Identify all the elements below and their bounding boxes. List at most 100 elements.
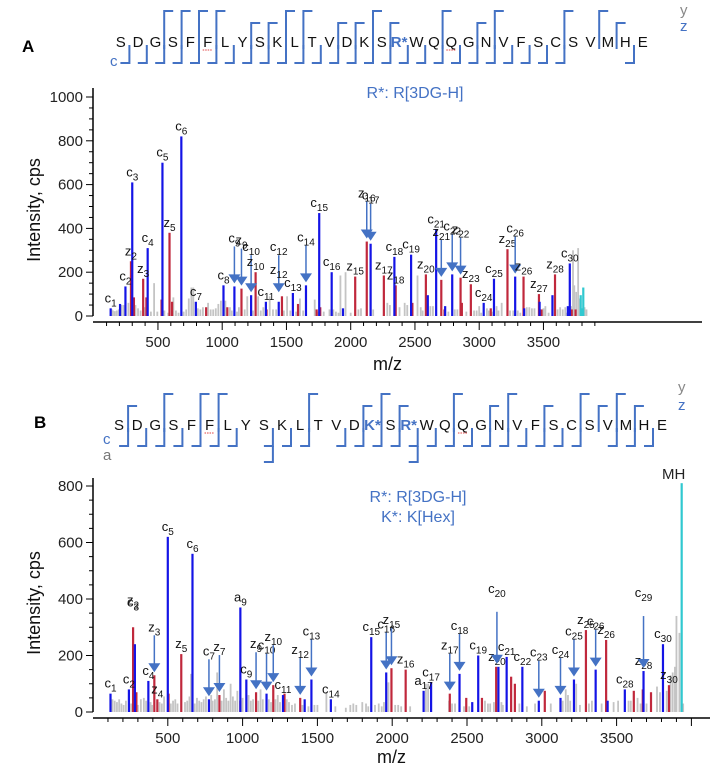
z-cleavage-bracket: [615, 393, 626, 432]
y-tick-label: 0: [75, 308, 83, 325]
arrow-head-icon: [589, 657, 602, 667]
unassigned-peak: [142, 697, 145, 712]
unassigned-peak: [186, 700, 189, 712]
c-cleavage-bracket: [137, 428, 148, 447]
panel-letter: B: [34, 413, 46, 432]
c-ion-peak: [385, 672, 388, 712]
x-tick-label: 500: [145, 334, 170, 351]
unassigned-peak: [160, 703, 163, 712]
z-cleavage-bracket: [507, 393, 518, 432]
arrow-head-icon: [385, 656, 398, 666]
unassigned-peak: [500, 302, 503, 316]
residue: S: [377, 34, 387, 51]
c-ion-peak: [250, 295, 253, 316]
arrow-head-icon: [554, 685, 567, 695]
z-cleavage-bracket: [215, 10, 226, 49]
unassigned-peak: [127, 302, 130, 316]
x-tick-label: 3000: [525, 730, 558, 747]
unassigned-peak: [339, 275, 342, 316]
unassigned-peak: [149, 702, 152, 712]
ion-label-z2: z2: [127, 592, 140, 611]
x-tick-label: 3500: [527, 334, 560, 351]
unassigned-peak: [169, 703, 172, 712]
z-cleavage-bracket: [250, 22, 261, 49]
arrow-head-icon: [567, 667, 580, 677]
ion-label-z10: z10: [264, 629, 282, 648]
unassigned-peak: [136, 704, 139, 712]
unassigned-peak: [397, 704, 400, 712]
residue: H: [620, 34, 631, 51]
unassigned-peak: [325, 692, 328, 712]
unassigned-peak: [564, 689, 567, 712]
unassigned-peak: [207, 302, 209, 316]
unassigned-peak: [519, 312, 522, 316]
c-cleavage-bracket: [259, 45, 270, 64]
unassigned-peak: [495, 306, 498, 316]
c-cleavage-bracket: [346, 45, 357, 64]
fragment-type-label: y: [678, 379, 686, 396]
ion-label-z28: z28: [635, 653, 653, 672]
unassigned-peak: [565, 312, 568, 316]
z-ion-peak: [667, 685, 671, 712]
ion-label-c16: c16: [377, 616, 395, 635]
c-ion-peak: [568, 263, 571, 316]
residue: D: [349, 417, 360, 434]
unassigned-peak: [556, 309, 559, 316]
unassigned-peak: [230, 310, 233, 316]
c-ion-peak: [572, 679, 576, 712]
unassigned-peak: [645, 703, 648, 712]
unassigned-peak: [116, 702, 118, 712]
ion-label-z4: z4: [151, 681, 164, 700]
residue: Q: [428, 34, 440, 51]
unassigned-peak: [262, 307, 265, 316]
c-ion-peak: [341, 308, 345, 316]
c-ion-peak: [109, 308, 112, 316]
modified-residue: R*: [400, 417, 417, 434]
unassigned-peak: [137, 308, 139, 316]
unassigned-peak: [158, 702, 161, 712]
unassigned-peak: [139, 699, 142, 712]
unassigned-peak: [639, 703, 642, 712]
ion-label-z22: z22: [452, 222, 470, 241]
precursor-peak: [580, 308, 584, 316]
ion-label-z25: z25: [499, 231, 517, 250]
unassigned-peak: [192, 287, 195, 316]
unassigned-peak: [130, 703, 133, 712]
residue: G: [463, 34, 475, 51]
unassigned-peak: [669, 675, 672, 712]
y-tick-label: 400: [58, 220, 83, 237]
unassigned-peak: [636, 697, 639, 712]
c-ion-peak: [566, 306, 569, 316]
z-ion-peak: [283, 693, 286, 712]
ion-label-c30: c30: [654, 626, 672, 645]
axes: 0 200 400 600 800 500 1000 1500 2000 2500 3000 3500…: [24, 478, 710, 767]
unassigned-peak: [185, 309, 188, 316]
residue: H: [639, 417, 650, 434]
unassigned-peak: [113, 700, 116, 712]
ion-label-c11: c11: [257, 284, 274, 303]
z-cleavage-bracket: [543, 405, 554, 432]
unassigned-peak: [196, 308, 199, 316]
c-ion-peak: [133, 644, 136, 712]
unassigned-peak: [500, 702, 503, 712]
c-cleavage-bracket: [444, 428, 455, 447]
unassigned-peak: [120, 703, 123, 712]
unassigned-peak: [246, 296, 249, 316]
y-tick-label: 200: [58, 648, 83, 665]
c-cleavage-bracket: [538, 45, 548, 64]
unassigned-peak: [549, 703, 552, 712]
residue: F: [516, 34, 525, 51]
unassigned-peak: [335, 311, 337, 316]
unassigned-peak: [267, 699, 270, 712]
c-cleavage-bracket: [242, 45, 253, 64]
z-cleavage-bracket: [489, 405, 500, 432]
residue: S: [548, 417, 558, 434]
precursor-label: MH: [662, 466, 685, 483]
unassigned-peak: [544, 306, 547, 316]
ion-label-z27: z27: [530, 276, 548, 295]
ion-label-c14: c14: [297, 229, 315, 248]
unassigned-peak: [525, 706, 528, 712]
unassigned-peak: [475, 310, 478, 316]
ion-label-z21: z21: [432, 224, 450, 243]
